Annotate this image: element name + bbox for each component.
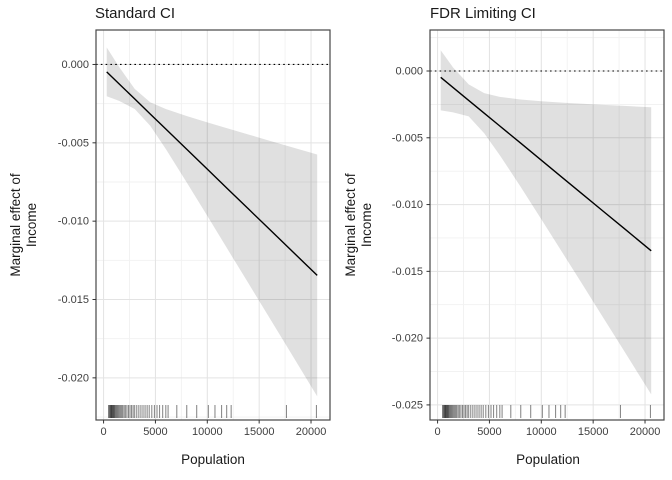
x-axis-title-right: Population (516, 452, 580, 467)
svg-text:-0.010: -0.010 (392, 199, 423, 211)
svg-text:-0.005: -0.005 (58, 137, 89, 149)
standard-ci-plot: Standard CI Marginal effect of Income 0 50… (8, 5, 331, 467)
svg-text:0.000: 0.000 (395, 66, 423, 78)
svg-text:5000: 5000 (477, 426, 501, 438)
svg-text:20000: 20000 (630, 426, 661, 438)
svg-text:10000: 10000 (192, 426, 223, 438)
svg-text:10000: 10000 (526, 426, 557, 438)
svg-text:15000: 15000 (244, 426, 275, 438)
standard-ci-title: Standard CI (95, 5, 176, 22)
svg-text:0.000: 0.000 (61, 59, 89, 71)
standard-ci-chart: 0 5000 10000 15000 20000 0.000 -0.005 -0.010 -0.… (58, 29, 331, 438)
svg-text:-0.025: -0.025 (392, 399, 423, 411)
svg-text:0: 0 (435, 426, 441, 438)
fdr-limiting-ci-chart: 0 5000 10000 15000 20000 0.000 -0.005 -0.010 -0.… (392, 29, 665, 438)
svg-text:5000: 5000 (143, 426, 167, 438)
svg-text:-0.015: -0.015 (58, 294, 89, 306)
svg-text:0: 0 (101, 426, 107, 438)
x-axis-title-left: Population (181, 452, 245, 467)
svg-text:20000: 20000 (296, 426, 327, 438)
svg-text:-0.020: -0.020 (392, 333, 423, 345)
fdr-limiting-ci-title: FDR Limiting CI (430, 5, 536, 22)
fdr-limiting-ci-plot: FDR Limiting CI Marginal effect of Income… (335, 0, 671, 480)
svg-text:15000: 15000 (578, 426, 609, 438)
svg-text:-0.015: -0.015 (392, 266, 423, 278)
svg-text:-0.010: -0.010 (58, 216, 89, 228)
svg-text:-0.020: -0.020 (58, 372, 89, 384)
svg-text:-0.005: -0.005 (392, 132, 423, 144)
